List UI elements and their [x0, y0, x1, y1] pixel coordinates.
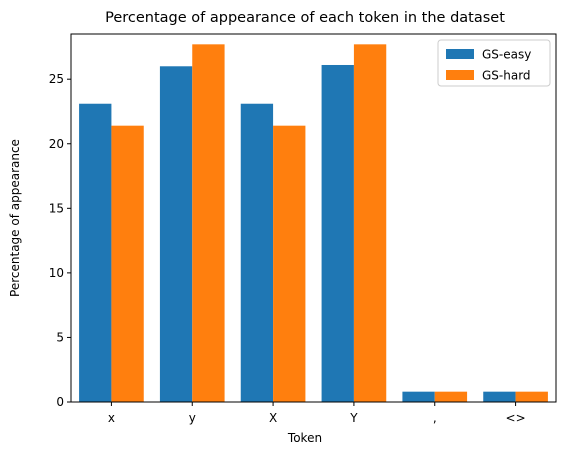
y-axis: 0 5 10 15 20 25	[49, 72, 71, 409]
x-axis-label: Token	[287, 431, 322, 445]
bar-gs-easy-0	[79, 103, 112, 402]
bar-gs-easy-1	[159, 66, 193, 402]
x-tick-label: x	[108, 411, 115, 425]
y-axis-label: Percentage of appearance	[8, 139, 22, 297]
bar-gs-easy-3	[321, 64, 354, 402]
legend-label-gs-hard: GS-hard	[482, 69, 531, 83]
y-tick-label: 20	[49, 137, 64, 151]
x-tick-label: X	[269, 411, 277, 425]
bar-gs-hard-2	[273, 125, 306, 403]
bar-gs-hard-1	[192, 44, 225, 402]
x-tick-label: <>	[506, 411, 526, 425]
bar-gs-easy-4	[402, 391, 435, 402]
legend-swatch-gs-easy	[446, 49, 474, 59]
plot-frame	[70, 33, 557, 403]
legend-swatch-gs-hard	[446, 70, 474, 80]
bar-gs-easy-2	[240, 103, 274, 402]
y-tick-label: 15	[49, 201, 64, 215]
bar-gs-easy-5	[483, 391, 516, 402]
y-tick-label: 5	[56, 330, 64, 344]
bars-group	[79, 44, 548, 403]
chart-title: Percentage of appearance of each token i…	[105, 10, 505, 26]
x-axis: x y X Y, <>	[108, 402, 526, 425]
bar-gs-hard-4	[434, 391, 468, 402]
bar-gs-hard-3	[353, 44, 387, 402]
legend-label-gs-easy: GS-easy	[482, 48, 531, 62]
bar-gs-hard-0	[111, 125, 144, 403]
legend: GS-easy GS-hard	[437, 39, 551, 87]
y-tick-label: 10	[49, 266, 64, 280]
bar-gs-hard-5	[515, 391, 548, 402]
y-tick-label: 25	[49, 72, 64, 86]
y-tick-label: 0	[56, 395, 64, 409]
x-tick-label: ,	[433, 411, 437, 425]
x-tick-label: Y	[349, 411, 358, 425]
x-tick-label: y	[189, 411, 196, 425]
